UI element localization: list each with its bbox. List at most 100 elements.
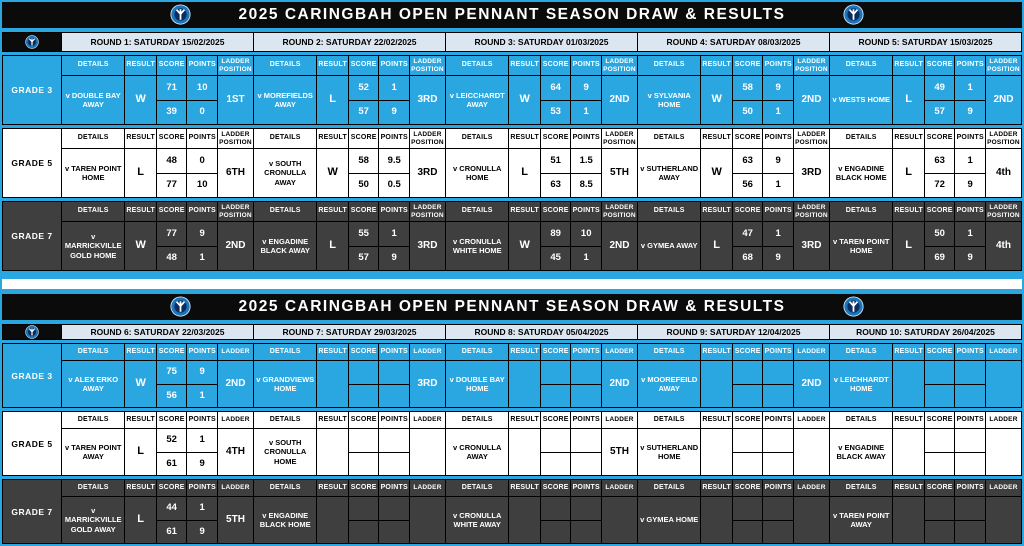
grade-bands: GRADE 3 DETAILS RESULT SCORE POINTS LADDER v A…	[2, 343, 1022, 544]
col-header-points: POINTS	[763, 202, 793, 221]
col-header-score: SCORE	[156, 202, 187, 221]
col-header-score: SCORE	[540, 56, 571, 75]
ladder-cell	[409, 497, 445, 543]
points-for-cell	[763, 497, 793, 520]
ladder-cell: 2ND	[793, 76, 829, 124]
score-against-cell: 69	[924, 246, 955, 270]
grade-label: GRADE 5	[3, 412, 61, 475]
score-against-cell	[348, 452, 379, 475]
score-against-cell: 61	[156, 520, 187, 543]
col-header-points: POINTS	[187, 202, 217, 221]
points-against-cell: 9	[187, 452, 217, 475]
points-against-cell: 1	[763, 173, 793, 197]
col-header-result: RESULT	[125, 56, 156, 75]
col-header-points: POINTS	[379, 202, 409, 221]
points-for-cell	[379, 429, 409, 452]
score-against-cell: 50	[732, 100, 763, 124]
ladder-cell: 3RD	[409, 149, 445, 197]
col-header-ladder: LADDER POSITION	[601, 56, 637, 75]
round-block: DETAILS RESULT SCORE POINTS LADDER POSITION v…	[446, 129, 637, 197]
col-header-result: RESULT	[125, 202, 156, 221]
result-cell	[509, 497, 540, 543]
score-for-cell: 63	[924, 149, 955, 173]
col-header-ladder: LADDER POSITION	[985, 56, 1021, 75]
round-block: DETAILS RESULT SCORE POINTS LADDER v GRANDVIE…	[254, 344, 445, 407]
col-header-points: POINTS	[571, 412, 601, 428]
col-header-details: DETAILS	[638, 480, 701, 496]
col-header-score: SCORE	[924, 129, 955, 148]
col-header-details: DETAILS	[446, 56, 509, 75]
result-cell	[509, 361, 540, 407]
score-against-cell: 77	[156, 173, 187, 197]
ladder-cell: 2ND	[985, 76, 1021, 124]
col-header-ladder: LADDER	[985, 412, 1021, 428]
points-for-cell: 1	[379, 76, 409, 100]
score-for-cell: 58	[348, 149, 379, 173]
col-header-score: SCORE	[732, 344, 763, 360]
result-cell: L	[509, 149, 540, 197]
points-against-cell	[379, 384, 409, 407]
points-for-cell: 1	[379, 222, 409, 246]
points-against-cell: 9	[379, 246, 409, 270]
details-cell: v DOUBLE BAY HOME	[446, 361, 509, 407]
ladder-cell	[409, 429, 445, 475]
col-header-details: DETAILS	[446, 202, 509, 221]
grade-label: GRADE 3	[3, 344, 61, 407]
round-block: DETAILS RESULT SCORE POINTS LADDER v CRONULLA…	[446, 480, 637, 543]
score-for-cell: 49	[924, 76, 955, 100]
result-cell	[317, 429, 348, 475]
points-for-cell	[955, 497, 985, 520]
round-header: ROUND 6: SATURDAY 22/03/2025	[62, 325, 253, 339]
details-cell: v TAREN POINT AWAY	[830, 497, 893, 543]
col-header-details: DETAILS	[254, 129, 317, 148]
col-header-ladder: LADDER POSITION	[601, 129, 637, 148]
points-against-cell: 9	[955, 100, 985, 124]
round-block: DETAILS RESULT SCORE POINTS LADDER POSITION v…	[446, 56, 637, 124]
score-for-cell	[348, 361, 379, 384]
ladder-cell	[793, 497, 829, 543]
result-cell	[317, 497, 348, 543]
score-for-cell	[732, 429, 763, 452]
score-against-cell: 68	[732, 246, 763, 270]
round-block: DETAILS RESULT SCORE POINTS LADDER v CRONULLA…	[446, 412, 637, 475]
round-block: DETAILS RESULT SCORE POINTS LADDER v SUTHERLA…	[638, 412, 829, 475]
points-for-cell: 1	[955, 222, 985, 246]
score-for-cell	[348, 429, 379, 452]
ladder-cell: 3RD	[409, 361, 445, 407]
table-divider	[2, 279, 1022, 289]
col-header-ladder: LADDER	[601, 344, 637, 360]
col-header-points: POINTS	[955, 202, 985, 221]
col-header-points: POINTS	[187, 344, 217, 360]
col-header-details: DETAILS	[830, 202, 893, 221]
points-against-cell: 9	[955, 173, 985, 197]
col-header-points: POINTS	[379, 56, 409, 75]
points-for-cell	[379, 361, 409, 384]
col-header-points: POINTS	[763, 480, 793, 496]
score-for-cell	[924, 429, 955, 452]
details-cell: v LEICCHARDT AWAY	[446, 76, 509, 124]
club-badge-icon	[843, 4, 864, 25]
col-header-details: DETAILS	[830, 56, 893, 75]
col-header-ladder: LADDER POSITION	[985, 202, 1021, 221]
grade-label: GRADE 7	[3, 202, 61, 270]
points-for-cell: 9	[571, 76, 601, 100]
col-header-ladder: LADDER POSITION	[217, 56, 253, 75]
col-header-result: RESULT	[317, 412, 348, 428]
title-bar: 2025 CARINGBAH OPEN PENNANT SEASON DRAW …	[2, 294, 1022, 320]
result-cell: L	[317, 222, 348, 270]
score-for-cell: 63	[732, 149, 763, 173]
result-cell	[509, 429, 540, 475]
score-against-cell	[732, 452, 763, 475]
round-block: DETAILS RESULT SCORE POINTS LADDER v DOUBLE B…	[446, 344, 637, 407]
points-for-cell: 1	[763, 222, 793, 246]
ladder-cell: 2ND	[601, 222, 637, 270]
col-header-result: RESULT	[317, 344, 348, 360]
score-for-cell: 50	[924, 222, 955, 246]
col-header-details: DETAILS	[62, 412, 125, 428]
col-header-points: POINTS	[955, 412, 985, 428]
col-header-score: SCORE	[732, 412, 763, 428]
ladder-cell: 1ST	[217, 76, 253, 124]
score-against-cell	[924, 452, 955, 475]
col-header-details: DETAILS	[638, 202, 701, 221]
